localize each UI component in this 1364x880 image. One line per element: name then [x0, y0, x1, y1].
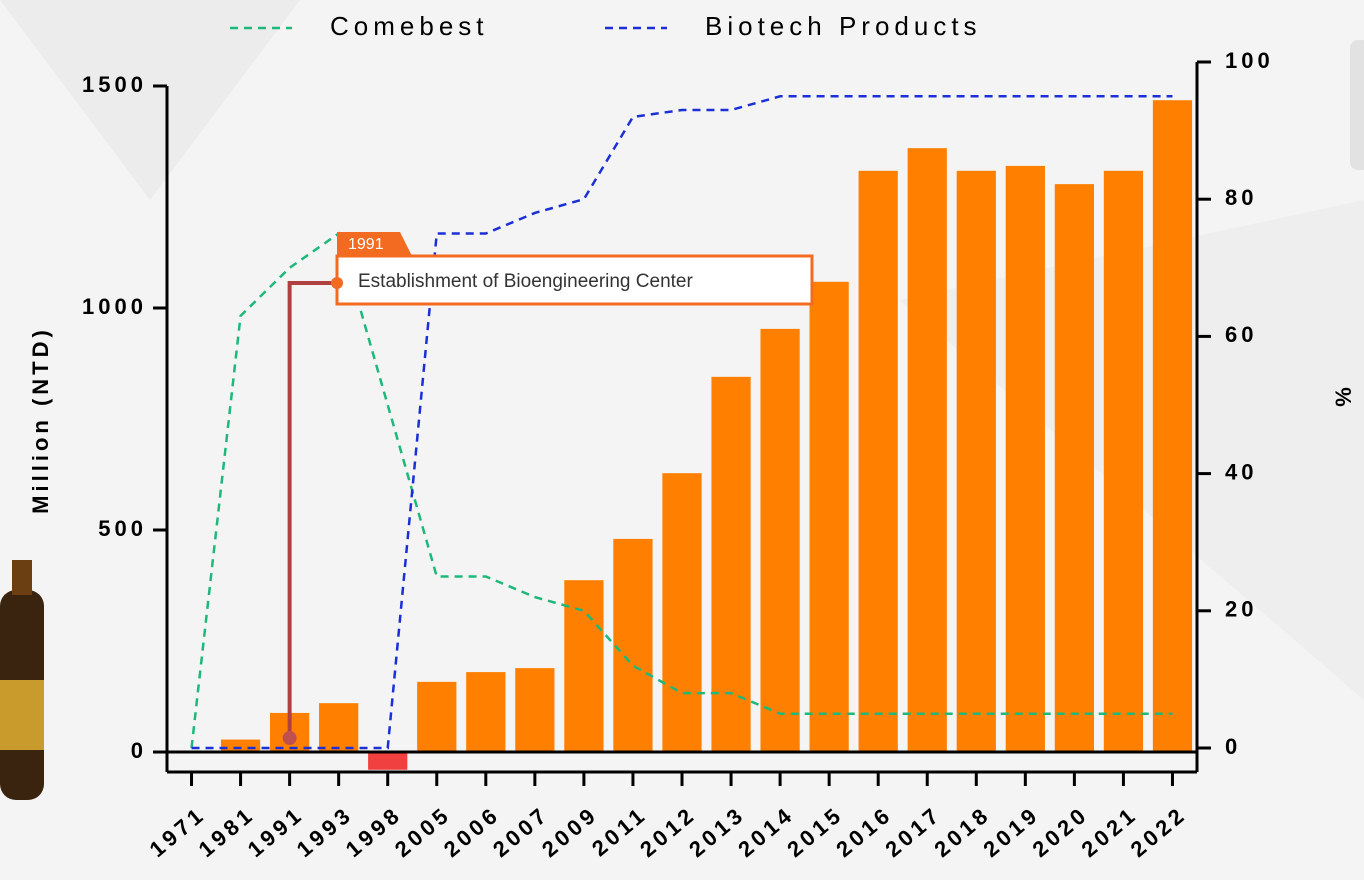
- annotation-box: [335, 254, 814, 306]
- bar: [760, 328, 800, 753]
- y2-tick-label: 40: [1225, 459, 1257, 484]
- x-tick-label: 2020: [1028, 801, 1094, 862]
- y-tick-label: 0: [131, 738, 147, 763]
- x-tick-label: 2013: [684, 801, 750, 862]
- y2-tick-label: 60: [1225, 322, 1257, 347]
- bar: [1054, 184, 1094, 753]
- x-tick-label: 1998: [341, 801, 407, 862]
- annotation-dot: [282, 730, 297, 745]
- x-tick-label: 2007: [488, 801, 554, 862]
- x-tick-label: 2018: [929, 801, 995, 862]
- x-tick-label: 2009: [537, 801, 603, 862]
- x-tick-label: 2005: [390, 801, 456, 862]
- annotation-label: 1991: [348, 236, 384, 253]
- y2-axis-label: %: [1331, 383, 1356, 407]
- annotation-connector: [287, 281, 337, 738]
- y2-tick-label: 80: [1225, 185, 1257, 210]
- x-tick-label: 2014: [733, 801, 799, 862]
- annotation-box-dot: [331, 277, 343, 289]
- x-tick-label: 2015: [782, 801, 848, 862]
- y-tick-label: 500: [98, 516, 147, 541]
- bottle-image: [0, 560, 44, 800]
- bar: [711, 376, 751, 753]
- x-tick-label: 2021: [1077, 801, 1143, 862]
- x-tick-label: 2006: [439, 801, 505, 862]
- bar: [220, 739, 261, 753]
- x-tick-label: 2012: [635, 801, 701, 862]
- bar: [956, 170, 996, 753]
- bar: [368, 752, 408, 770]
- bar: [1152, 100, 1193, 753]
- y2-tick-label: 100: [1225, 48, 1274, 73]
- bar: [515, 668, 555, 753]
- y2-tick-label: 0: [1225, 734, 1241, 759]
- x-tick-label: 2019: [978, 801, 1044, 862]
- x-tick-label: 1981: [194, 801, 260, 862]
- product-image: [1350, 40, 1364, 170]
- y-tick-label: 1500: [82, 72, 147, 97]
- bar: [809, 281, 849, 753]
- bar: [1103, 170, 1144, 753]
- bar: [858, 170, 898, 753]
- bar: [417, 681, 457, 753]
- x-tick-label: 1971: [145, 801, 211, 862]
- line-series: [191, 95, 1173, 750]
- y-tick-label: 1000: [82, 294, 147, 319]
- x-tick-label: 2016: [831, 801, 897, 862]
- bar: [564, 580, 604, 753]
- y2-tick-label: 20: [1225, 597, 1257, 622]
- x-tick-label: 1991: [243, 801, 309, 862]
- bar: [613, 538, 653, 753]
- annotation-text: Establishment of Bioengineering Center: [358, 271, 693, 292]
- bar: [907, 148, 947, 753]
- legend-label: Comebest: [330, 11, 489, 41]
- bar: [1005, 165, 1045, 753]
- bar: [466, 672, 506, 753]
- bar: [662, 473, 702, 753]
- annotation-tag: [337, 232, 412, 256]
- x-tick-label: 1993: [292, 801, 358, 862]
- x-tick-label: 2022: [1126, 801, 1192, 862]
- bar: [319, 703, 359, 753]
- background-shape: [0, 0, 300, 200]
- legend-label: Biotech Products: [705, 11, 982, 41]
- x-tick-label: 2017: [880, 801, 946, 862]
- y-axis-label: Million (NTD): [28, 326, 53, 514]
